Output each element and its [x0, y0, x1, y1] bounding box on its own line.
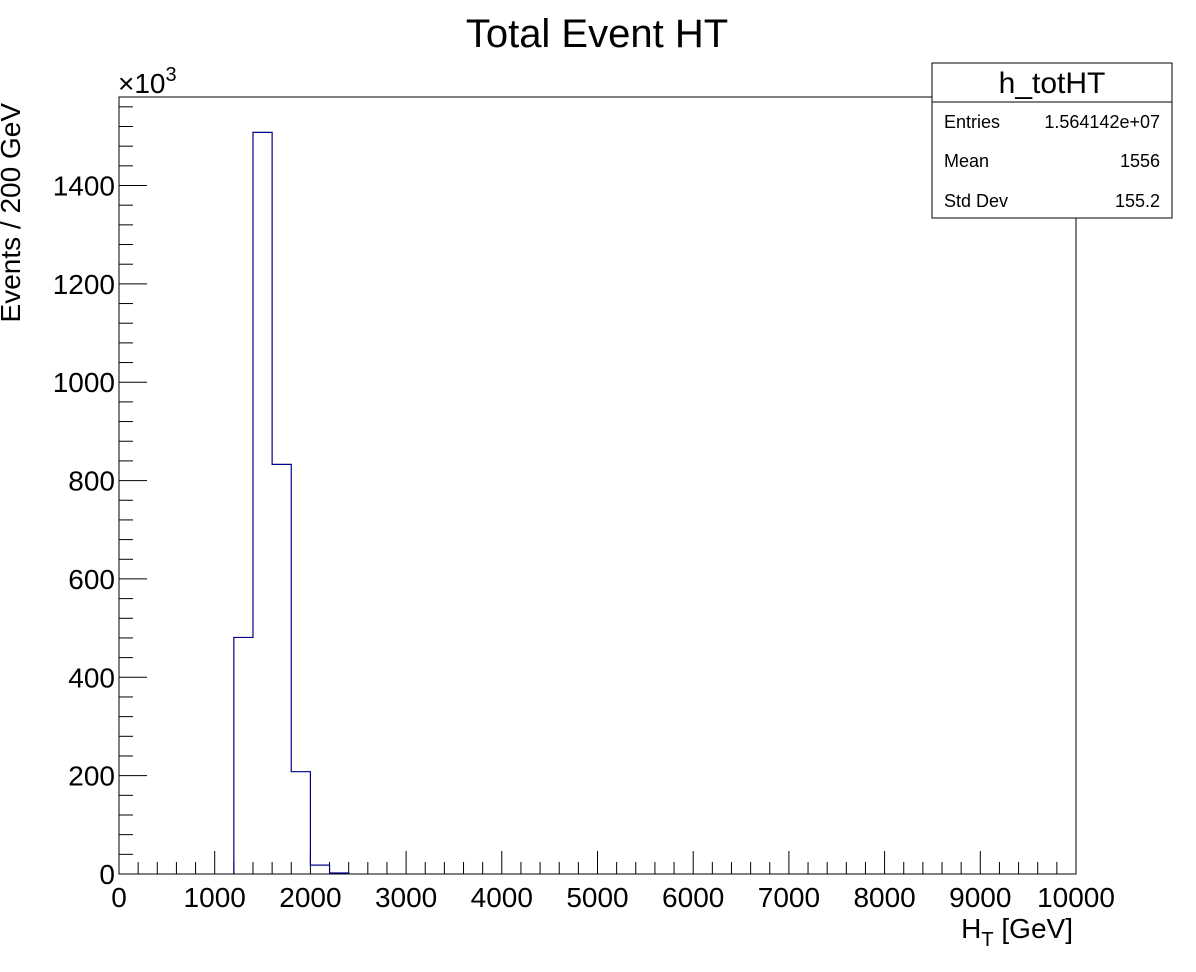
- histogram-bin: [310, 865, 329, 874]
- x-tick-label: 1000: [184, 882, 246, 913]
- histogram-bin: [253, 132, 272, 874]
- y-tick-label: 0: [99, 859, 115, 890]
- histogram-bin: [234, 637, 253, 874]
- stats-entries-label: Entries: [944, 112, 1000, 132]
- y-tick-label: 1000: [53, 367, 115, 398]
- x-tick-label: 10000: [1037, 882, 1115, 913]
- stats-mean-value: 1556: [1120, 151, 1160, 171]
- y-tick-label: 800: [68, 466, 115, 497]
- x-tick-label: 5000: [566, 882, 628, 913]
- stats-stddev-label: Std Dev: [944, 191, 1008, 211]
- x-tick-label: 9000: [949, 882, 1011, 913]
- x-tick-label: 2000: [279, 882, 341, 913]
- stats-box-title: h_totHT: [999, 67, 1106, 100]
- x-tick-label: 6000: [662, 882, 724, 913]
- y-tick-label: 1400: [53, 171, 115, 202]
- y-axis-multiplier-base: ×10: [118, 68, 166, 99]
- y-tick-label: 200: [68, 761, 115, 792]
- y-tick-label: 400: [68, 662, 115, 693]
- x-axis-label-unit: [GeV]: [994, 913, 1073, 944]
- histogram-bin: [272, 464, 291, 874]
- x-tick-label: 8000: [853, 882, 915, 913]
- y-tick-label: 1200: [53, 269, 115, 300]
- chart-title: Total Event HT: [466, 12, 728, 56]
- y-tick-label: 600: [68, 564, 115, 595]
- histogram-outline: [233, 131, 350, 874]
- y-axis-label: Events / 200 GeV: [0, 103, 26, 323]
- histogram-bin: [291, 772, 310, 874]
- x-axis-label-main: H: [961, 913, 981, 944]
- x-tick-label: 0: [111, 882, 127, 913]
- axes-ticks: 0 1000 2000 3000 4000 5000 6000 7000 8000 9000 100…: [53, 106, 1115, 913]
- x-tick-label: 3000: [375, 882, 437, 913]
- stats-entries-value: 1.564142e+07: [1044, 112, 1160, 132]
- x-axis-label-subscript: T: [981, 929, 993, 951]
- y-axis-multiplier-exponent: 3: [166, 64, 177, 86]
- x-axis-label: HT [GeV]: [961, 913, 1073, 951]
- x-tick-label: 4000: [471, 882, 533, 913]
- stats-mean-label: Mean: [944, 151, 989, 171]
- x-tick-label: 7000: [758, 882, 820, 913]
- stats-box: h_totHT Entries 1.564142e+07 Mean 1556 S…: [931, 62, 1173, 219]
- plot-frame: [118, 96, 1077, 875]
- stats-stddev-value: 155.2: [1115, 191, 1160, 211]
- stats-box-frame: [931, 62, 1173, 219]
- y-axis-multiplier: ×103: [118, 64, 177, 99]
